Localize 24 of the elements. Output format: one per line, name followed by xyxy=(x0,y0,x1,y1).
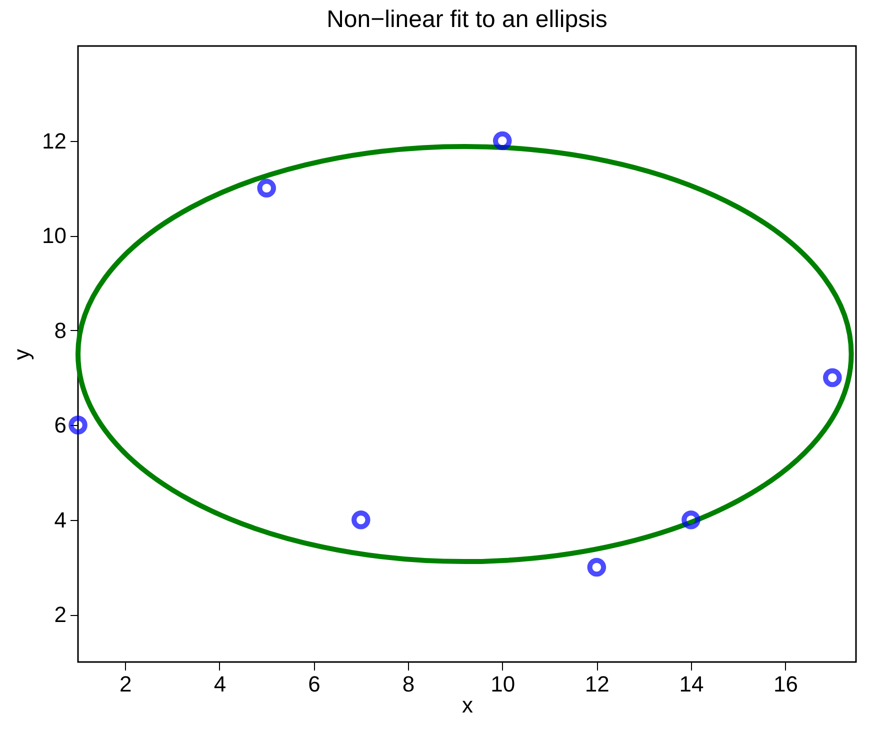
x-tick-label: 12 xyxy=(584,672,610,696)
x-tick-label: 4 xyxy=(214,672,226,696)
point xyxy=(352,510,370,530)
point xyxy=(682,510,700,530)
x-tick-label: 6 xyxy=(308,672,320,696)
x-tick-label: 2 xyxy=(120,672,132,696)
point xyxy=(587,558,606,577)
y-tick-label: 8 xyxy=(54,318,66,343)
point xyxy=(257,178,276,198)
y-tick-label: 10 xyxy=(42,223,66,248)
x-tick-label: 16 xyxy=(774,672,798,696)
chart-title: Non−linear fit to an ellipsis xyxy=(326,6,608,33)
x-axis-title: x xyxy=(462,692,473,718)
x-tick-label: 14 xyxy=(679,672,704,696)
point xyxy=(68,416,88,434)
y-tick-label: 12 xyxy=(42,128,66,154)
y-tick-label: 6 xyxy=(54,412,66,438)
x-tick-label: 10 xyxy=(490,672,516,696)
y-tick-label: 2 xyxy=(54,602,66,628)
y-tick-label: 4 xyxy=(54,507,66,532)
point xyxy=(492,131,512,150)
point xyxy=(823,368,842,388)
y-axis-title: y xyxy=(9,349,34,360)
x-tick-label: 8 xyxy=(402,672,415,696)
